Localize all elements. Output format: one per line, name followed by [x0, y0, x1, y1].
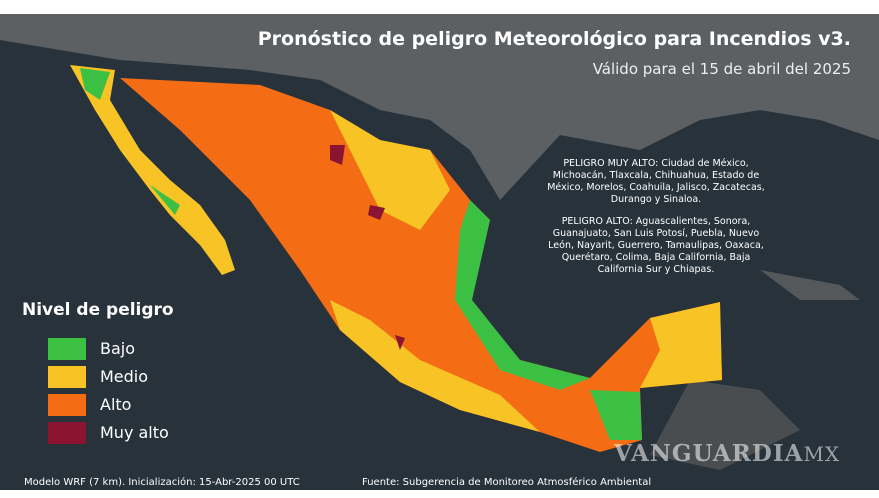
- legend-swatch: [48, 338, 86, 360]
- legend-swatch: [48, 366, 86, 388]
- watermark-suffix: MX: [803, 442, 841, 466]
- north-yellow: [330, 110, 450, 230]
- legend-swatch: [48, 422, 86, 444]
- legend-title: Nivel de peligro: [22, 300, 174, 320]
- watermark: VANGUARDIAMX: [614, 440, 840, 467]
- legend-label: Alto: [100, 395, 132, 414]
- watermark-brand: VANGUARDIA: [614, 440, 804, 467]
- legend-label: Bajo: [100, 339, 136, 358]
- note: PELIGRO MUY ALTO: Ciudad de México, Mich…: [547, 158, 765, 205]
- mainland: [120, 78, 722, 452]
- legend-label: Medio: [100, 367, 149, 386]
- baja-green: [80, 68, 180, 215]
- usa-land: [0, 0, 879, 200]
- title: Pronóstico de peligro Meteorológico para…: [257, 28, 851, 50]
- legend-label: Muy alto: [100, 423, 169, 442]
- subtitle: Válido para el 15 de abril del 2025: [592, 60, 851, 78]
- chiapas-green: [590, 390, 642, 440]
- central-america: [650, 380, 800, 470]
- cuba: [760, 270, 860, 300]
- footer-model: Modelo WRF (7 km). Inicialización: 15-Ab…: [24, 477, 300, 488]
- baja-peninsula: [70, 65, 235, 275]
- legend-swatch: [48, 394, 86, 416]
- yucatan: [640, 302, 722, 388]
- note: PELIGRO ALTO: Aguascalientes, Sonora, Gu…: [548, 216, 764, 275]
- footer-source: Fuente: Subgerencia de Monitoreo Atmosfé…: [362, 477, 652, 488]
- gulf-green: [455, 200, 590, 390]
- notes: PELIGRO MUY ALTO: Ciudad de México, Mich…: [540, 158, 772, 286]
- pacific-yellow: [330, 300, 540, 432]
